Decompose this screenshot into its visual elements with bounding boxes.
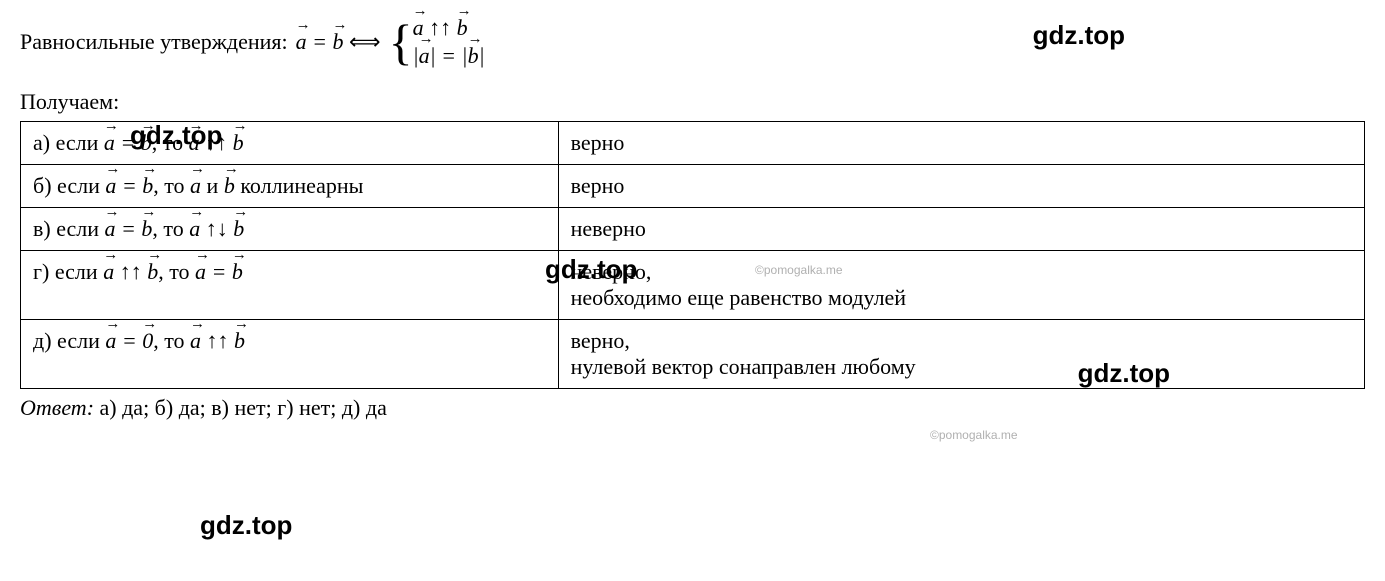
subtitle: Получаем: xyxy=(20,89,1365,115)
row-statement: в) если a = b, то a ↑↓ b xyxy=(21,208,559,251)
watermark-gdz: gdz.top xyxy=(200,510,292,541)
watermark-pomogalka: ©pomogalka.me xyxy=(930,428,1018,442)
row-answer: неверно, необходимо еще равенство модуле… xyxy=(558,251,1364,320)
result-table: а) если a = b, то a ↑↑ b верно б) если a… xyxy=(20,121,1365,389)
table-row: б) если a = b, то a и b коллинеарны верн… xyxy=(21,165,1365,208)
watermark-gdz: gdz.top xyxy=(1078,358,1170,389)
system-row2: |a| = |b| xyxy=(413,43,485,69)
row-then: , то xyxy=(158,259,189,284)
row-statement: б) если a = b, то a и b коллинеарны xyxy=(21,165,559,208)
table-row: г) если a ↑↑ b, то a = b неверно, необхо… xyxy=(21,251,1365,320)
watermark-gdz: gdz.top xyxy=(1033,20,1125,51)
intro-eq: a = b ⟺ xyxy=(296,29,381,55)
row-then: , то xyxy=(152,216,183,241)
row-label: б) если xyxy=(33,173,100,198)
answer-label: Ответ: xyxy=(20,395,94,420)
row-label: в) если xyxy=(33,216,99,241)
row-answer: верно xyxy=(558,122,1364,165)
intro-prefix: Равносильные утверждения: xyxy=(20,29,288,55)
row-answer-line1: верно, xyxy=(571,328,1352,354)
row-statement: д) если a = 0, то a ↑↑ b xyxy=(21,320,559,389)
answer-line: Ответ: а) да; б) да; в) нет; г) нет; д) … xyxy=(20,395,1365,421)
row-label: а) если xyxy=(33,130,98,155)
answer-text: а) да; б) да; в) нет; г) нет; д) да xyxy=(94,395,387,420)
row-then: , то xyxy=(153,173,184,198)
row-label: г) если xyxy=(33,259,98,284)
row-answer-line1: неверно, xyxy=(571,259,1352,285)
row-statement: а) если a = b, то a ↑↑ b xyxy=(21,122,559,165)
intro-line: Равносильные утверждения: a = b ⟺ { a ↑↑… xyxy=(20,15,1365,69)
row-statement: г) если a ↑↑ b, то a = b xyxy=(21,251,559,320)
row-then: , то xyxy=(153,328,184,353)
row-answer: верно xyxy=(558,165,1364,208)
row-answer-line2: необходимо еще равенство модулей xyxy=(571,285,1352,311)
row-answer: неверно xyxy=(558,208,1364,251)
watermark-gdz: gdz.top xyxy=(130,120,222,151)
row-label: д) если xyxy=(33,328,100,353)
table-row: в) если a = b, то a ↑↓ b неверно xyxy=(21,208,1365,251)
row-answer-line2: нулевой вектор сонаправлен любому xyxy=(571,354,1352,380)
row-answer: верно, нулевой вектор сонаправлен любому xyxy=(558,320,1364,389)
watermark-gdz: gdz.top xyxy=(545,254,637,285)
watermark-pomogalka: ©pomogalka.me xyxy=(755,263,843,277)
brace-system: { a ↑↑ b |a| = |b| xyxy=(389,15,485,69)
